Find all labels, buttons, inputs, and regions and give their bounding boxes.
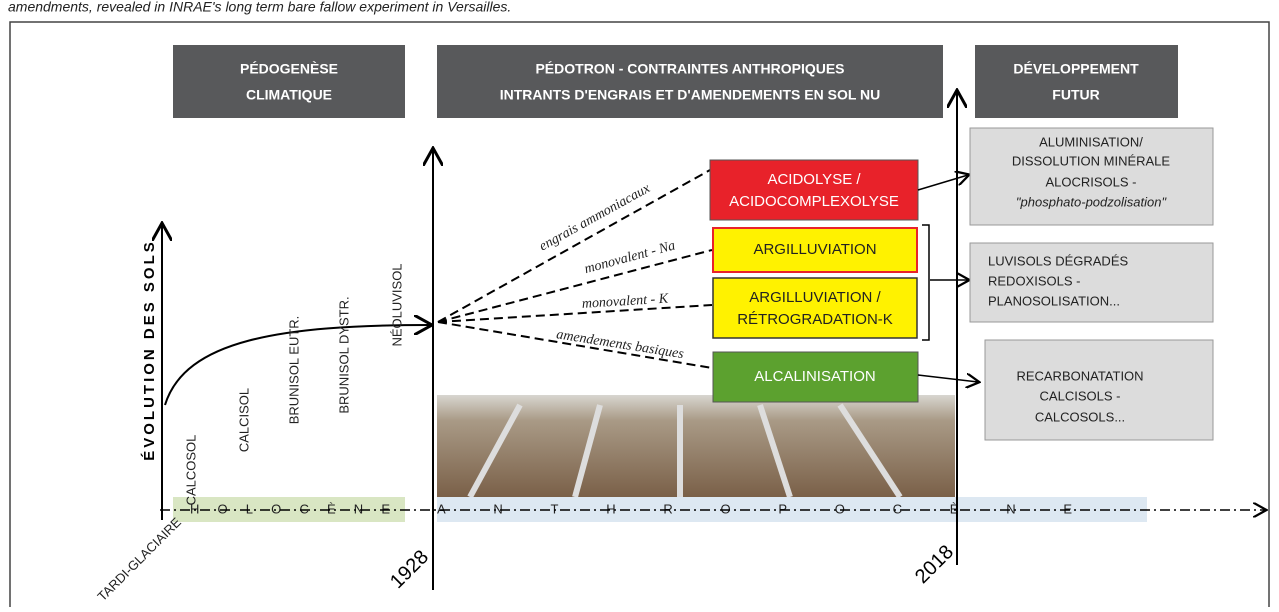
- process-line: ARGILLUVIATION: [753, 241, 876, 258]
- caption: amendments, revealed in INRAE's long ter…: [8, 0, 511, 15]
- header-line: INTRANTS D'ENGRAIS ET D'AMENDEMENTS EN S…: [500, 87, 881, 103]
- header-line: DÉVELOPPEMENT: [1013, 61, 1139, 77]
- header-line: FUTUR: [1052, 87, 1099, 103]
- future-arrows: [917, 175, 978, 382]
- soil-label: NÉOLUVISOL: [389, 263, 404, 346]
- process-box: [712, 227, 918, 273]
- future-box: [969, 127, 1214, 226]
- future-line: ALUMINISATION/: [1039, 134, 1143, 149]
- evolution-curve: [164, 325, 430, 406]
- header-box: [975, 45, 1178, 118]
- future-line: CALCISOLS -: [1040, 388, 1121, 403]
- future-box: [969, 242, 1214, 323]
- soil-label: CALCISOL: [236, 388, 251, 452]
- header-box: [173, 45, 405, 118]
- header-box: [437, 45, 943, 118]
- future-line: PLANOSOLISATION...: [988, 293, 1120, 308]
- soil-label: BRUNISOL EUTR.: [286, 316, 301, 425]
- photo-stripes: [467, 403, 903, 499]
- frame: [9, 21, 1270, 612]
- future-line: REDOXISOLS -: [988, 273, 1080, 288]
- future-line: LUVISOLS DÉGRADÉS: [988, 253, 1128, 268]
- process-line: ACIDOCOMPLEXOLYSE: [729, 193, 899, 210]
- y-axis-label: ÉVOLUTION DES SOLS: [141, 239, 158, 461]
- soil-label: CALCOSOL: [183, 435, 198, 506]
- future-line: DISSOLUTION MINÉRALE: [1012, 153, 1171, 168]
- date-label: TARDI-GLACIAIRE: [94, 514, 184, 604]
- process-box: [712, 277, 918, 339]
- bracket: [922, 224, 930, 341]
- input-label: monovalent - K: [581, 292, 669, 312]
- future-line: "phosphato-podzolisation": [1016, 194, 1168, 209]
- date-label: 2018: [911, 541, 958, 588]
- soil-label: BRUNISOL DYSTR.: [336, 296, 351, 413]
- process-box: [709, 159, 919, 221]
- process-line: ACIDOLYSE /: [767, 171, 861, 188]
- header-line: PÉDOTRON - CONTRAINTES ANTHROPIQUES: [535, 61, 844, 77]
- date-label: 1928: [386, 546, 433, 593]
- future-line: CALCOSOLS...: [1035, 409, 1125, 424]
- process-box: [712, 351, 919, 403]
- input-lines: [437, 169, 713, 369]
- process-line: ARGILLUVIATION /: [749, 289, 881, 306]
- input-label: amendements basiques: [555, 327, 685, 362]
- future-line: ALOCRISOLS -: [1045, 174, 1136, 189]
- header-line: CLIMATIQUE: [246, 87, 332, 103]
- process-line: ALCALINISATION: [754, 368, 875, 385]
- process-line: RÉTROGRADATION-K: [737, 311, 893, 328]
- input-label: engrais ammoniacaux: [537, 181, 653, 255]
- future-line: RECARBONATATION: [1016, 368, 1143, 383]
- future-box: [984, 339, 1214, 441]
- header-line: PÉDOGENÈSE: [240, 61, 338, 77]
